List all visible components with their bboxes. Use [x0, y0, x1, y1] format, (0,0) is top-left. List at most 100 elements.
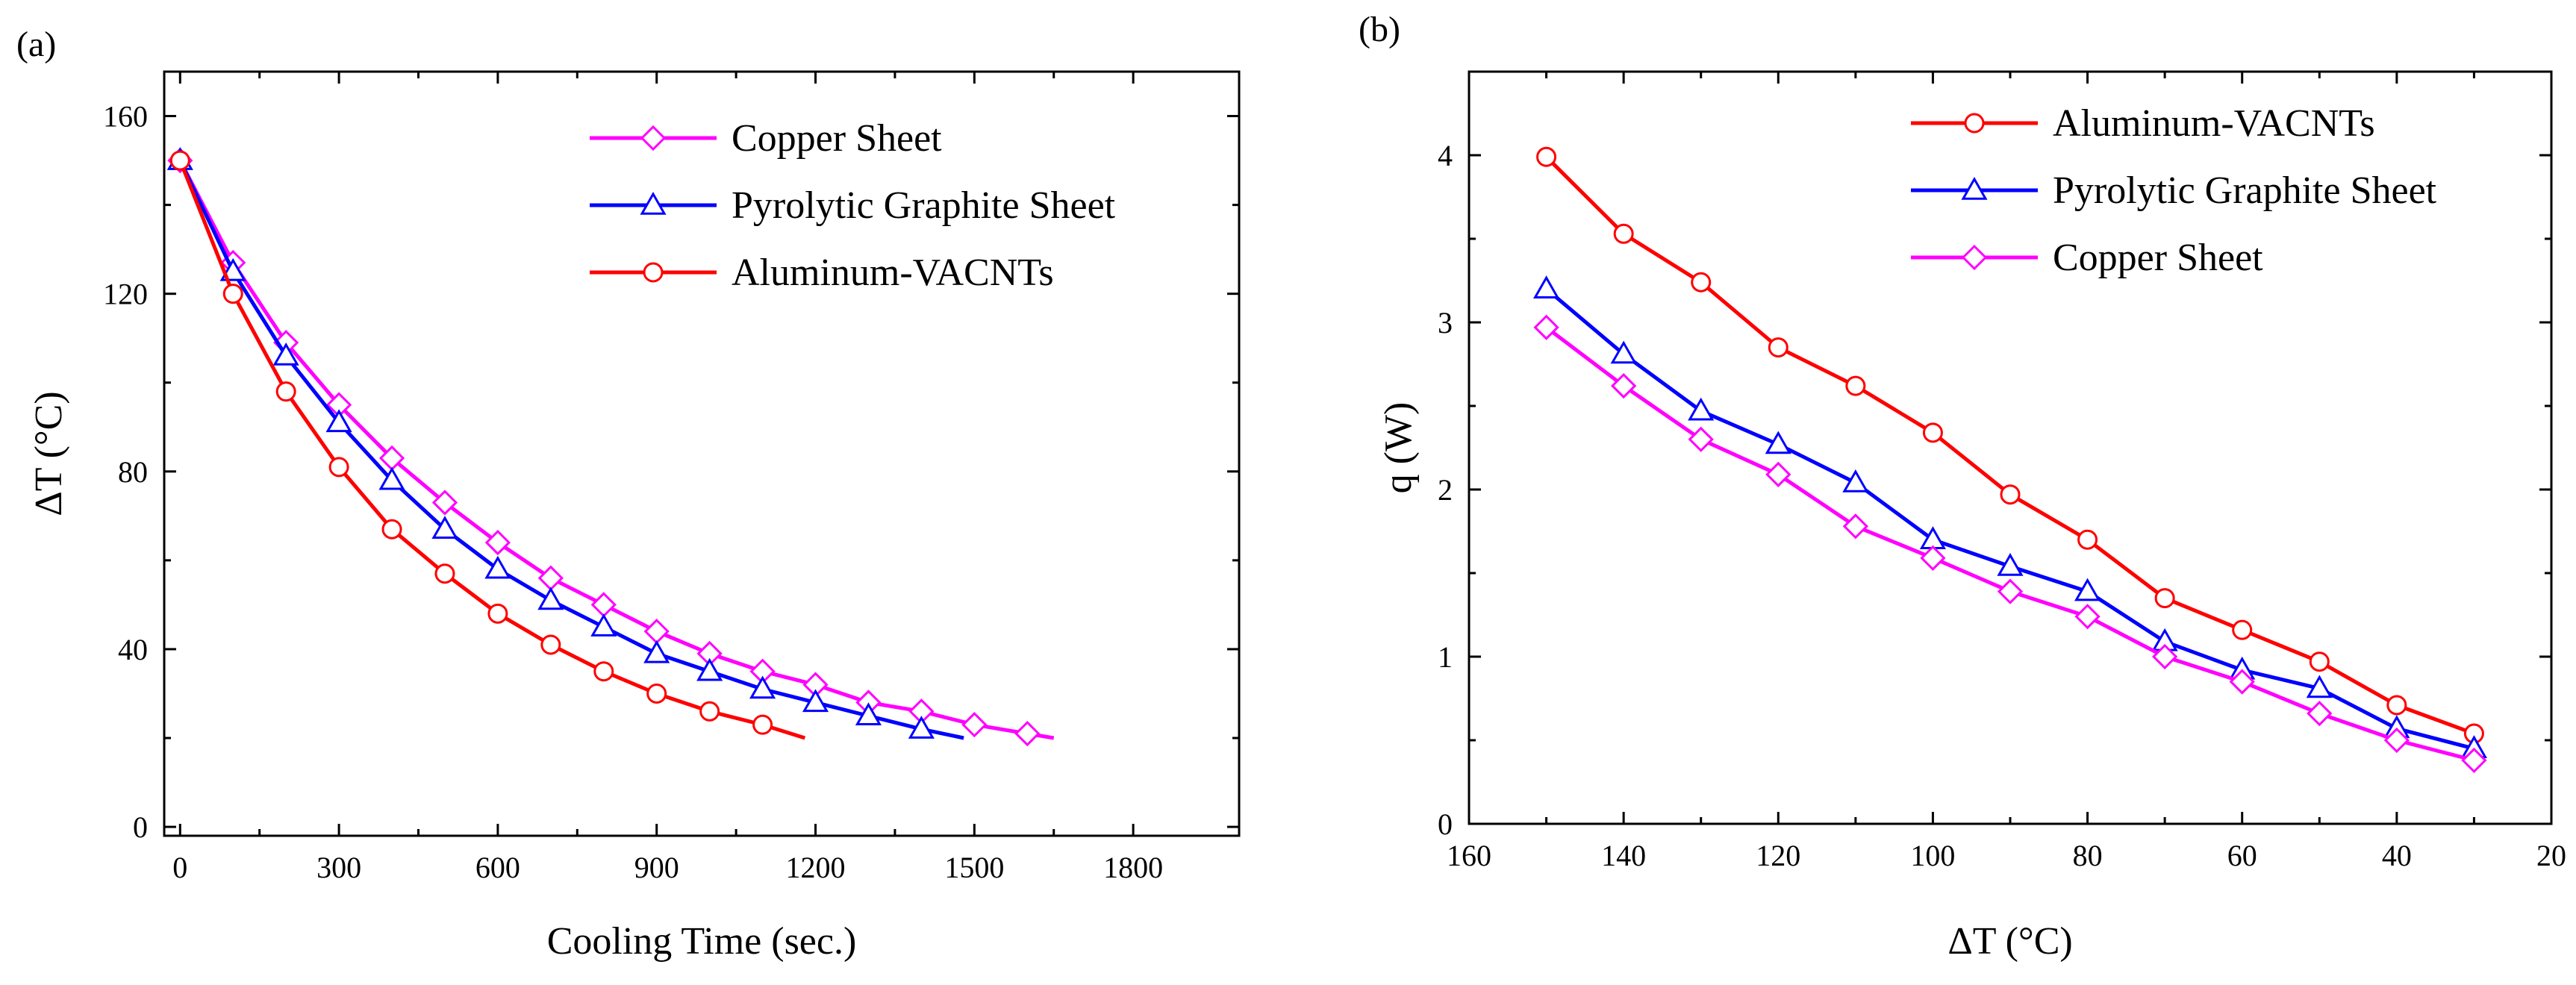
legend-swatch-marker	[640, 125, 667, 151]
panel-a-ticks: 0 300 600 900 1200 1500 1800 0 40 80 120 160	[103, 72, 1239, 884]
series-aluminum-vacnts	[1536, 146, 2484, 744]
data-point	[696, 657, 723, 681]
data-point	[1533, 314, 1559, 340]
x-tick-label: 0	[172, 851, 187, 884]
series-pyrolytic-graphite-sheet	[166, 147, 964, 740]
legend-item: Pyrolytic Graphite Sheet	[1911, 169, 2437, 212]
data-point	[2386, 695, 2407, 716]
data-point	[2077, 529, 2098, 550]
y-tick-label: 2	[1438, 473, 1453, 507]
data-point	[2383, 727, 2410, 754]
data-point	[1532, 275, 1560, 298]
data-point	[802, 689, 829, 713]
data-point	[2306, 675, 2333, 698]
data-point	[590, 592, 617, 618]
legend-label: Pyrolytic Graphite Sheet	[2053, 169, 2437, 212]
data-point	[222, 284, 243, 304]
panel-b-label: (b)	[1359, 10, 1400, 49]
data-point	[431, 490, 458, 516]
data-point	[1768, 337, 1788, 358]
legend-swatch-marker	[643, 262, 664, 283]
data-point	[1611, 372, 1637, 399]
x-tick-label: 20	[2536, 839, 2566, 872]
panel-b-ticks: 160 140 120 100 80 60 40 20 0 1 2 3 4	[1438, 72, 2566, 872]
y-tick-label: 4	[1438, 139, 1453, 172]
data-point	[961, 712, 988, 738]
data-point	[1765, 461, 1791, 487]
series-line	[1544, 287, 2475, 751]
legend-item: Aluminum-VACNTs	[1911, 102, 2375, 145]
data-point	[908, 716, 935, 739]
series-pyrolytic-graphite-sheet	[1532, 275, 2488, 758]
data-point	[2229, 669, 2255, 695]
data-point	[643, 640, 670, 663]
data-point	[328, 457, 349, 478]
series-aluminum-vacnts	[169, 150, 806, 740]
data-point	[381, 519, 402, 540]
x-tick-label: 1500	[944, 851, 1004, 884]
legend-swatch-marker	[1961, 244, 1988, 271]
data-point	[1842, 513, 1868, 540]
data-point	[378, 466, 405, 490]
panel-a-y-axis-title: ΔT (°C)	[28, 391, 70, 516]
data-point	[1920, 545, 1946, 571]
legend-item: Copper Sheet	[590, 117, 942, 160]
y-tick-label: 120	[103, 278, 148, 311]
panel-b-y-axis-title: q (W)	[1377, 402, 1420, 494]
panel-a-x-axis-title: Cooling Time (sec.)	[547, 920, 857, 963]
panel-b: (b) 160 140 120 100 80 60 40 20 0 1 2 3 4 Aluminum-V…	[1359, 10, 2566, 963]
x-tick-label: 300	[316, 851, 361, 884]
data-point	[699, 701, 720, 722]
data-point	[1765, 431, 1791, 454]
data-point	[434, 563, 455, 584]
data-point	[537, 565, 564, 591]
legend-item: Pyrolytic Graphite Sheet	[590, 184, 1116, 227]
legend-item: Aluminum-VACNTs	[590, 251, 1054, 294]
data-point	[2074, 604, 2101, 630]
data-point	[646, 683, 667, 704]
y-tick-label: 1	[1438, 640, 1453, 674]
x-tick-label: 100	[1910, 839, 1955, 872]
data-point	[1919, 526, 1947, 549]
x-tick-label: 80	[2073, 839, 2103, 872]
data-point	[2074, 578, 2101, 601]
panel-a-plot-frame	[163, 70, 1241, 837]
data-point	[2154, 588, 2175, 609]
data-point	[2307, 701, 2333, 727]
data-point	[484, 555, 511, 579]
data-point	[1014, 720, 1041, 747]
panel-b-x-axis-title: ΔT (°C)	[1947, 920, 2072, 963]
x-tick-label: 900	[634, 851, 679, 884]
y-tick-label: 0	[1438, 807, 1453, 841]
data-point	[593, 661, 614, 682]
panel-b-series	[1532, 146, 2488, 774]
data-point	[484, 529, 511, 556]
legend-swatch-marker	[640, 191, 667, 215]
data-point	[540, 634, 561, 655]
series-copper-sheet	[1533, 314, 2487, 774]
series-line	[1544, 155, 2475, 736]
data-point	[855, 702, 882, 726]
data-point	[749, 675, 776, 699]
panel-a-legend: Copper Sheet Pyrolytic Graphite Sheet Alum…	[590, 117, 1116, 294]
legend-label: Aluminum-VACNTs	[732, 251, 1054, 294]
panel-a-series	[166, 147, 1055, 747]
x-tick-label: 140	[1601, 839, 1646, 872]
data-point	[2309, 651, 2330, 672]
series-line	[178, 159, 1055, 740]
x-tick-label: 1800	[1103, 851, 1163, 884]
panel-b-legend: Aluminum-VACNTs Pyrolytic Graphite Sheet C…	[1911, 102, 2437, 279]
data-point	[2232, 619, 2253, 640]
legend-swatch-marker	[1964, 113, 1985, 134]
x-tick-label: 160	[1447, 839, 1491, 872]
data-point	[1997, 578, 2024, 604]
data-point	[1610, 340, 1637, 364]
data-point	[1536, 146, 1557, 167]
legend-label: Pyrolytic Graphite Sheet	[732, 184, 1116, 227]
data-point	[272, 342, 299, 366]
data-point	[487, 603, 508, 624]
data-point	[1688, 397, 1715, 421]
data-point	[1613, 223, 1634, 244]
y-tick-label: 80	[118, 455, 148, 489]
data-point	[1997, 553, 2024, 576]
